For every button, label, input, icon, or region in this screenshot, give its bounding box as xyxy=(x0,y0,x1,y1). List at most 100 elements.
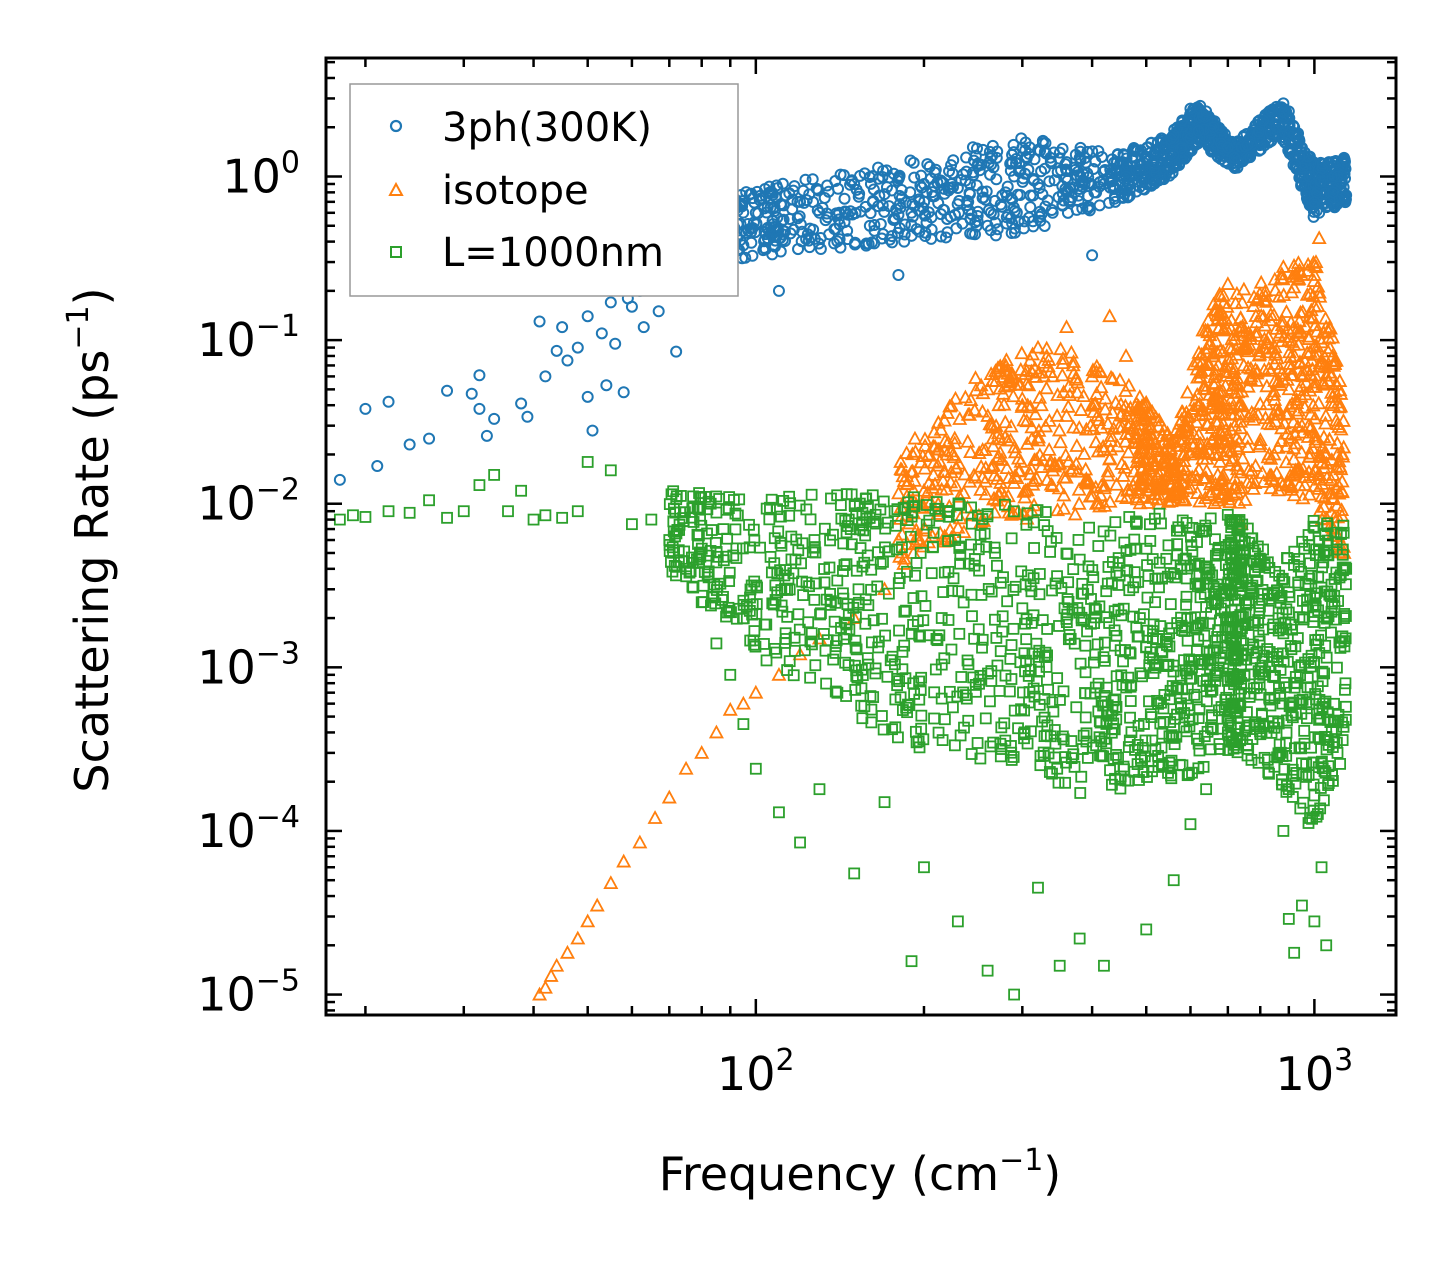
band-point xyxy=(1188,467,1204,482)
data-point xyxy=(905,206,918,219)
band-point xyxy=(1176,492,1192,507)
band-point xyxy=(907,472,923,487)
band-point xyxy=(933,421,949,436)
data-point xyxy=(1306,267,1322,281)
band-point xyxy=(973,482,989,496)
band-point xyxy=(1307,515,1320,527)
band-point xyxy=(1307,367,1323,382)
band-point xyxy=(1056,500,1072,515)
band-point xyxy=(1136,412,1152,427)
band-point xyxy=(1088,496,1104,510)
band-point xyxy=(874,503,887,516)
band-point xyxy=(771,182,784,195)
band-point xyxy=(1322,739,1335,751)
band-point xyxy=(750,598,763,610)
band-point xyxy=(1222,744,1235,756)
band-point xyxy=(907,430,923,445)
band-point xyxy=(1240,721,1253,734)
data-point xyxy=(1198,381,1214,396)
band-point xyxy=(799,173,812,186)
band-point xyxy=(1216,434,1232,449)
band-point xyxy=(1051,422,1067,437)
band-point xyxy=(1324,589,1337,602)
band-point xyxy=(879,629,892,642)
band-point xyxy=(1118,184,1131,197)
band-point xyxy=(1200,566,1213,579)
band-point xyxy=(1145,711,1158,723)
band-point xyxy=(1017,686,1029,699)
band-point xyxy=(1284,479,1300,494)
band-point xyxy=(792,608,805,621)
band-point xyxy=(798,644,811,657)
band-point xyxy=(762,186,775,199)
band-point xyxy=(1233,464,1249,479)
band-point xyxy=(984,206,997,219)
band-point xyxy=(1147,667,1160,679)
tick-exponent: 3 xyxy=(1334,1043,1353,1078)
band-point xyxy=(1173,460,1189,475)
band-point xyxy=(1086,145,1099,158)
band-point xyxy=(898,218,911,231)
band-point xyxy=(1103,428,1119,442)
band-point xyxy=(1084,397,1100,412)
data-point xyxy=(603,875,619,889)
band-point xyxy=(788,631,801,644)
data-point xyxy=(480,429,493,442)
band-point xyxy=(1228,514,1241,527)
band-point xyxy=(1125,726,1138,739)
band-point xyxy=(1193,703,1206,716)
band-point xyxy=(1054,694,1066,706)
band-point xyxy=(1289,742,1301,755)
band-point xyxy=(821,634,834,647)
band-point xyxy=(1136,670,1148,683)
band-point xyxy=(1039,340,1055,355)
band-point xyxy=(1272,717,1285,730)
data-point xyxy=(813,783,826,796)
band-point xyxy=(1166,452,1182,466)
band-point xyxy=(962,658,975,671)
band-point xyxy=(1319,527,1332,540)
band-point xyxy=(1315,757,1328,770)
band-point xyxy=(1224,340,1240,355)
data-point xyxy=(1182,446,1198,461)
band-point xyxy=(1023,460,1039,475)
band-point xyxy=(871,580,884,593)
band-point xyxy=(1249,291,1265,306)
band-point xyxy=(1198,131,1211,144)
band-point xyxy=(1332,708,1345,721)
band-point xyxy=(973,164,986,177)
data-point xyxy=(1221,726,1234,739)
band-point xyxy=(1278,406,1294,421)
band-point xyxy=(775,214,788,227)
band-point xyxy=(1282,429,1298,444)
band-point xyxy=(1285,144,1298,157)
band-point xyxy=(1236,281,1252,296)
tick-exponent: −4 xyxy=(256,800,300,835)
band-point xyxy=(840,628,853,641)
band-point xyxy=(1222,563,1235,576)
band-point xyxy=(999,460,1015,475)
data-point xyxy=(515,397,528,410)
band-point xyxy=(1214,406,1230,421)
band-point xyxy=(899,672,912,685)
band-point xyxy=(783,509,796,522)
band-point xyxy=(1016,412,1032,427)
band-point xyxy=(891,485,907,500)
band-point xyxy=(937,586,950,598)
band-point xyxy=(978,486,994,501)
band-point xyxy=(1321,330,1337,345)
band-point xyxy=(1328,715,1341,728)
data-point xyxy=(1228,151,1241,164)
band-point xyxy=(943,505,955,517)
band-point xyxy=(1232,320,1248,334)
band-point xyxy=(930,414,946,429)
data-point xyxy=(1227,417,1243,432)
band-point xyxy=(859,593,872,606)
band-point xyxy=(1288,268,1304,283)
data-point xyxy=(1340,562,1353,575)
data-point xyxy=(580,913,596,928)
data-point xyxy=(1295,141,1308,154)
band-point xyxy=(723,575,736,587)
band-point xyxy=(1052,776,1065,789)
band-point xyxy=(963,392,979,406)
